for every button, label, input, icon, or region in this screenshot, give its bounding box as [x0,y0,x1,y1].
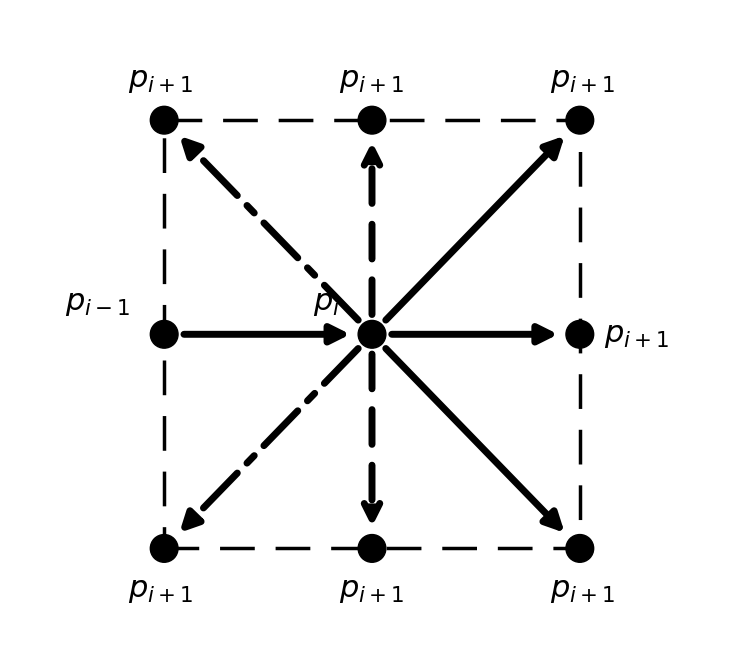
Text: $p_{i+1}$: $p_{i+1}$ [604,319,669,350]
Text: $p_{i+1}$: $p_{i+1}$ [129,574,193,605]
Text: $p_i$: $p_i$ [313,287,340,318]
Circle shape [150,320,178,348]
Circle shape [358,106,386,134]
Circle shape [358,535,386,562]
Text: $p_{i+1}$: $p_{i+1}$ [551,64,615,94]
Circle shape [150,535,178,562]
Text: $p_{i+1}$: $p_{i+1}$ [339,574,405,605]
Text: $p_{i+1}$: $p_{i+1}$ [129,64,193,94]
Text: $p_{i-1}$: $p_{i-1}$ [65,287,131,318]
Circle shape [566,320,594,348]
Circle shape [566,106,594,134]
Circle shape [566,535,594,562]
Circle shape [358,320,386,348]
Text: $p_{i+1}$: $p_{i+1}$ [551,574,615,605]
Text: $p_{i+1}$: $p_{i+1}$ [339,64,405,94]
Circle shape [150,106,178,134]
